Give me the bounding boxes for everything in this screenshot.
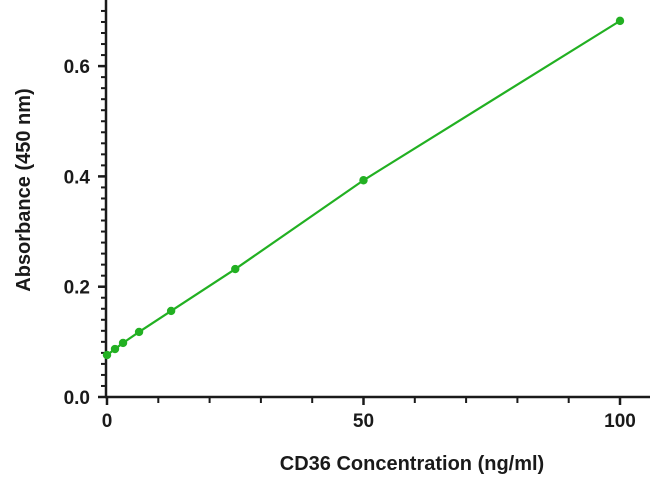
- x-axis-ticks: 0 50 100: [102, 397, 636, 432]
- y-tick-label: 0.4: [64, 167, 91, 188]
- y-tick-label: 0.0: [64, 388, 90, 409]
- y-axis-ticks: 0.0 0.2 0.4 0.6: [64, 57, 106, 409]
- data-point: [615, 16, 625, 26]
- data-point: [166, 306, 176, 316]
- data-point: [110, 344, 120, 354]
- y-tick-label: 0.2: [64, 278, 90, 299]
- x-axis-title: CD36 Concentration (ng/ml): [280, 453, 544, 475]
- data-point: [134, 327, 144, 337]
- x-tick-label: 0: [102, 411, 113, 432]
- data-series: [102, 16, 625, 360]
- y-tick-label: 0.6: [64, 57, 90, 78]
- y-axis-title: Absorbance (450 nm): [13, 88, 35, 291]
- data-point: [231, 264, 240, 274]
- data-point: [359, 176, 368, 185]
- data-point: [102, 350, 112, 360]
- fit-line: [106, 19, 621, 356]
- x-tick-label: 50: [353, 411, 374, 432]
- data-point: [118, 338, 128, 348]
- x-tick-label: 100: [604, 411, 636, 432]
